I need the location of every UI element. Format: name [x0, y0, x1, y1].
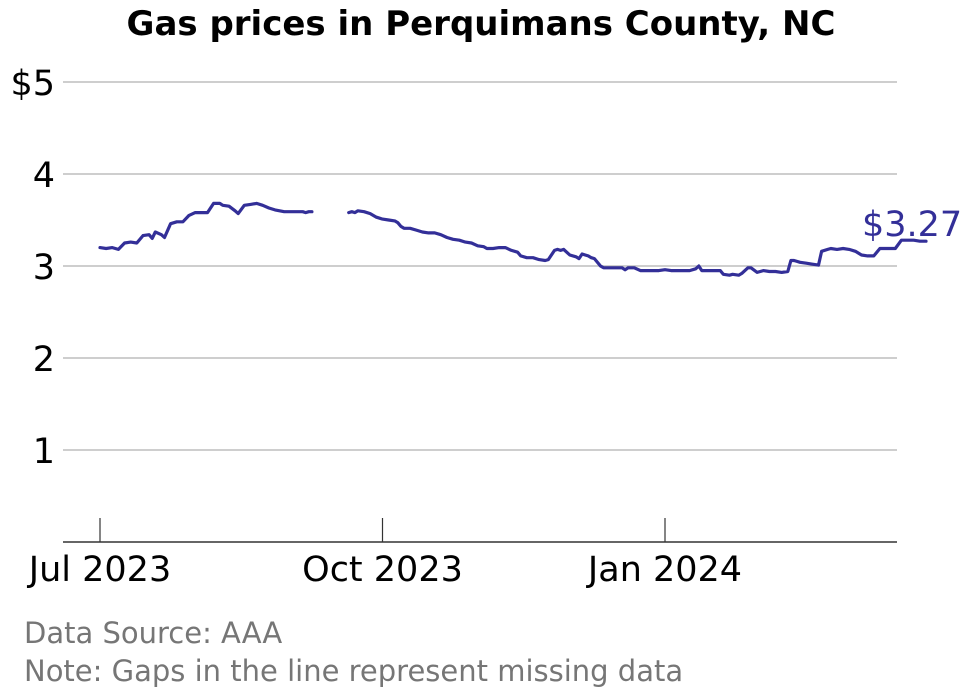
y-tick-label: 3 [33, 248, 55, 288]
chart-title: Gas prices in Perquimans County, NC [126, 4, 836, 44]
y-tick-label: 2 [33, 340, 55, 380]
price-line-segment [98, 201, 314, 251]
gridlines [63, 81, 897, 451]
price-line-segment [347, 209, 928, 277]
y-tick-label: 1 [33, 432, 55, 472]
x-axis [63, 518, 897, 543]
y-tick-label: $5 [10, 64, 55, 104]
labels: $5 4 3 2 1 Jul 2023 Oct 2023 Jan 2024 $3.27 [10, 64, 962, 590]
y-tick-label: 4 [33, 156, 55, 196]
data-source-note: Data Source: AAA [24, 616, 283, 650]
missing-data-note: Note: Gaps in the line represent missing… [24, 654, 684, 688]
end-value-label: $3.27 [862, 205, 962, 245]
x-tick-label: Jul 2023 [27, 550, 171, 590]
x-tick-label: Oct 2023 [302, 550, 463, 590]
x-tick-label: Jan 2024 [586, 550, 742, 590]
price-series [98, 201, 928, 277]
